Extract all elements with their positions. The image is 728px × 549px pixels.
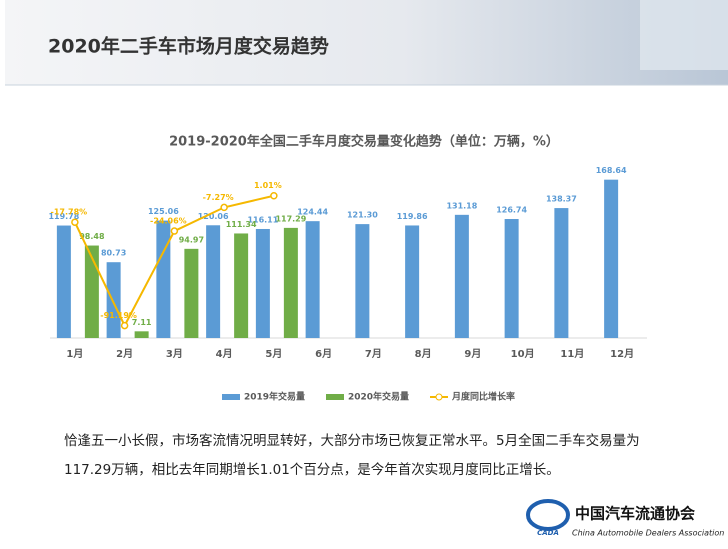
x-tick-label: 6月 [315,348,332,360]
bar [454,214,469,338]
data-label: 124.44 [297,208,328,217]
bar [84,245,99,338]
x-tick-label: 2月 [116,348,133,360]
data-label: -91.19% [100,311,137,320]
bar [604,179,619,338]
x-tick-label: 12月 [610,348,634,360]
legend-label: 2019年交易量 [244,391,305,403]
bar [554,208,569,338]
x-tick-label: 3月 [166,348,183,360]
data-label: 98.48 [79,232,105,241]
data-label: 119.78 [48,212,79,221]
data-label: 111.34 [226,220,257,229]
logo-mark: CADA [537,529,559,537]
bar [134,331,149,338]
bar [283,227,298,338]
line-point [170,227,179,235]
bar [255,228,270,338]
logo-icon [526,499,570,531]
x-tick-label: 4月 [216,348,233,360]
legend-swatch [435,393,443,401]
logo-english: China Automobile Dealers Association [572,529,724,538]
line-point [220,203,228,212]
bar [156,220,171,338]
x-tick-label: 9月 [464,348,481,360]
x-tick-label: 7月 [365,348,382,360]
data-label: 126.74 [496,206,527,215]
data-label: -24.06% [150,217,187,226]
data-label: 125.06 [148,207,179,216]
data-label: 131.18 [446,201,477,210]
paragraph-line: 117.29万辆，相比去年同期增长1.01个百分点，是今年首次实现月度同比正增长… [64,462,560,478]
data-label: 138.37 [546,195,577,204]
legend-label: 2020年交易量 [348,391,409,403]
bar [305,221,320,338]
bar [355,224,370,338]
legend-swatch [326,394,344,400]
x-tick-label: 1月 [66,348,83,360]
data-label: 168.64 [596,166,627,175]
paragraph-line: 恰逢五一小长假，市场客流情况明显转好，大部分市场已恢复正常水平。5月全国二手车交… [64,432,640,449]
legend-swatch [222,394,240,400]
data-label: -17.78% [51,208,88,217]
x-tick-label: 8月 [415,348,432,360]
header-cube [640,0,728,70]
data-label: 121.30 [347,211,378,220]
data-label: -7.27% [203,193,234,202]
data-label: 1.01% [254,181,282,190]
bar [234,233,249,338]
data-label: 120.06 [198,212,229,221]
x-tick-label: 10月 [511,348,535,360]
chart-title: 2019-2020年全国二手车月度交易量变化趋势（单位：万辆，%） [169,134,559,150]
line-point [120,321,129,330]
header-title: 2020年二手车市场月度交易趋势 [48,35,329,58]
data-label: 116.11 [247,215,278,224]
bar [184,248,199,338]
line-point [270,191,278,200]
data-label: 7.11 [132,318,152,327]
bar [504,219,519,338]
data-label: 119.86 [397,212,428,221]
data-label: 80.73 [101,249,126,258]
header-band [5,0,728,85]
bar [405,225,420,338]
logo-name: 中国汽车流通协会 [575,505,695,523]
bar [56,225,71,338]
x-tick-label: 5月 [265,348,282,360]
bar [106,262,121,338]
bar [206,225,221,338]
x-tick-label: 11月 [560,348,584,360]
data-label: 117.29 [275,214,306,223]
line-point [71,218,79,226]
legend-label: 月度同比增长率 [451,391,515,403]
data-label: 94.97 [179,235,204,244]
